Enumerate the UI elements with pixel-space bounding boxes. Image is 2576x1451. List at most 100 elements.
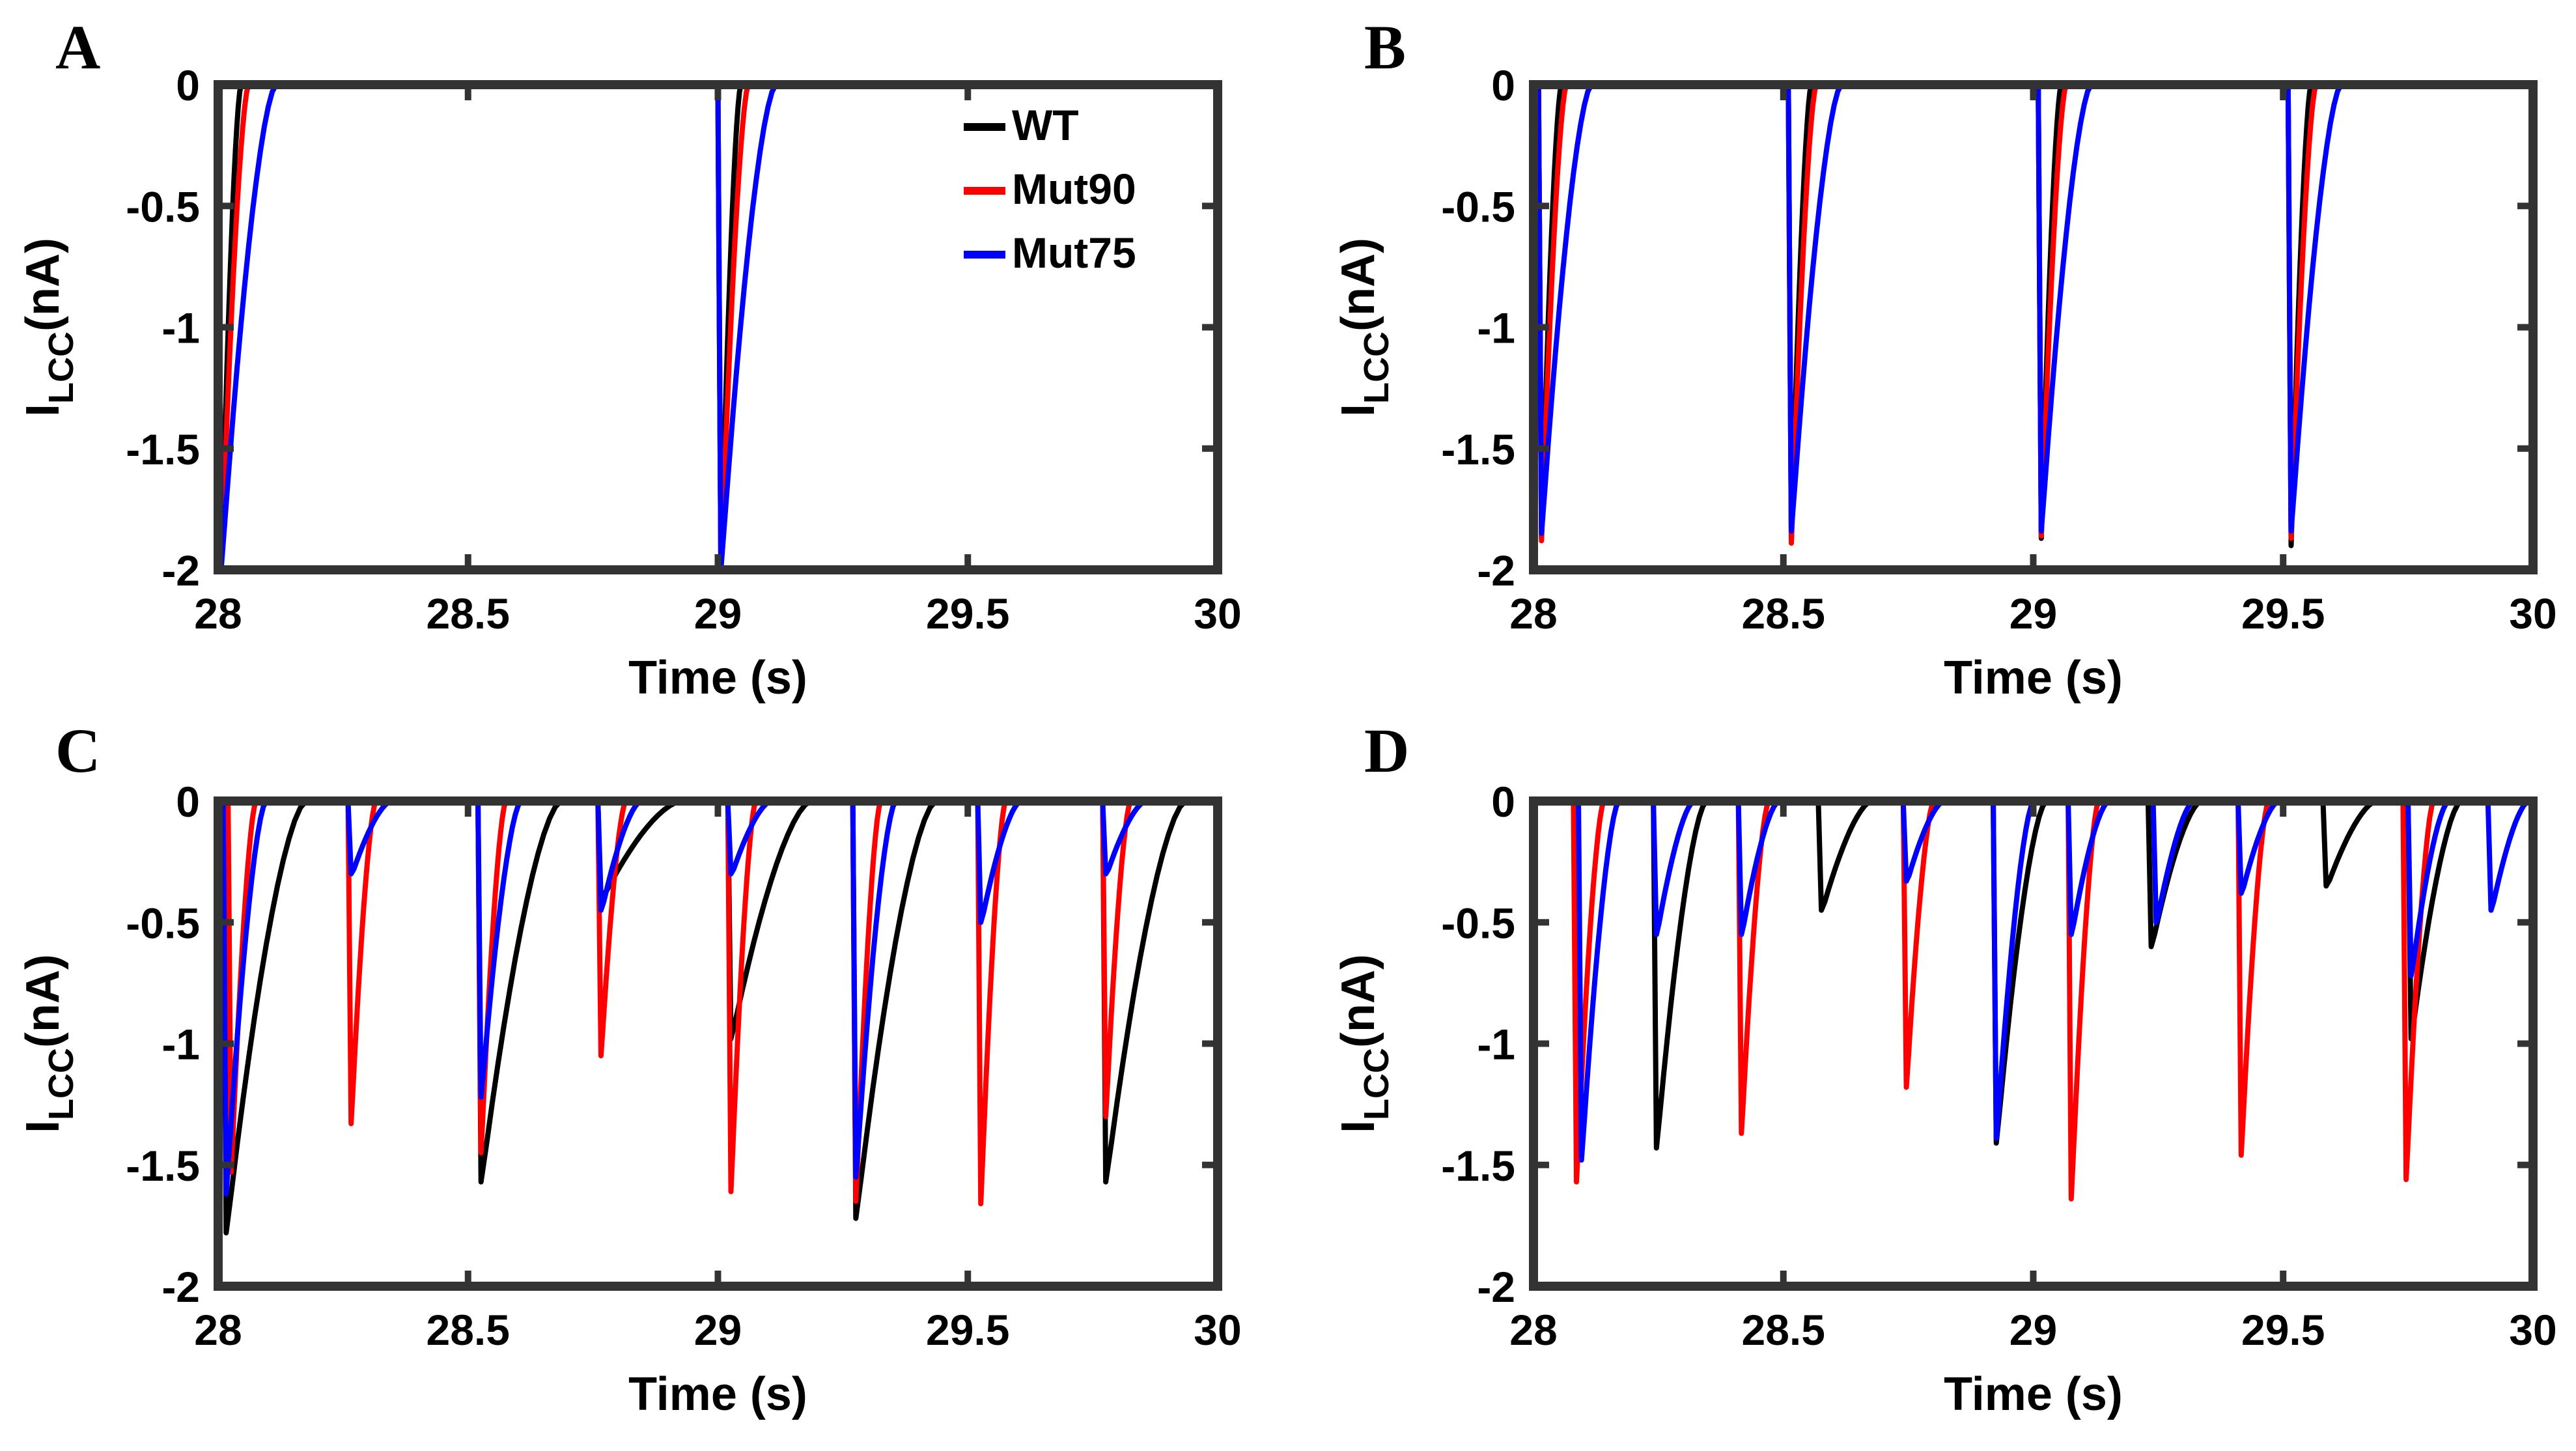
spike-mut75-0 xyxy=(1571,798,1634,1163)
spike-mut90-1 xyxy=(341,798,391,1127)
spike-mut90-3 xyxy=(2061,798,2114,1202)
plot-area xyxy=(1533,798,2533,1202)
x-tick-label: 28.5 xyxy=(1742,1306,1825,1354)
spike-wt-5 xyxy=(1095,798,1201,1185)
x-tick-label: 28.5 xyxy=(1742,589,1825,638)
y-tick-label: -1 xyxy=(1477,304,1515,352)
y-tick-label: -1.5 xyxy=(1441,425,1515,473)
x-tick-label: 30 xyxy=(1194,1306,1241,1354)
x-tick-label: 29 xyxy=(694,589,742,638)
spike-wt-0 xyxy=(1646,798,1722,1151)
y-tick-label: 0 xyxy=(1491,61,1515,109)
y-tick-label: -2 xyxy=(161,546,200,595)
spike-mut75-6 xyxy=(970,798,1036,925)
panel-letter-b: B xyxy=(1364,12,1406,82)
y-axis-label: ILCC(nA) xyxy=(17,954,81,1133)
spike-mut75-3 xyxy=(2281,82,2357,534)
spike-wt-3 xyxy=(721,798,826,1041)
y-tick-label: -1 xyxy=(161,1021,200,1069)
x-axis-label: Time (s) xyxy=(628,1368,807,1420)
spike-mut75-9 xyxy=(2481,798,2533,913)
spike-mut90-0 xyxy=(1566,798,1619,1185)
x-tick-label: 28.5 xyxy=(427,589,510,638)
panel-b: B 28 28.5 29 29.5 30 0 -0.5 -1 -1.5 -2 Time (s) ILCC… xyxy=(1332,12,2557,704)
x-tick-label: 29 xyxy=(694,1306,742,1354)
spike-mut75-8 xyxy=(2401,798,2464,979)
x-axis-label: Time (s) xyxy=(1944,652,2123,704)
x-tick-label: 28 xyxy=(1509,1306,1557,1354)
spike-wt-0 xyxy=(218,798,322,1235)
x-tick-label: 29.5 xyxy=(2241,589,2325,638)
y-tick-label: -2 xyxy=(161,1263,200,1311)
x-axis-label: Time (s) xyxy=(1944,1368,2123,1420)
spike-mut75-0 xyxy=(218,798,281,1197)
x-tick-label: 29.5 xyxy=(926,1306,1009,1354)
y-tick-label: -1 xyxy=(161,304,200,352)
spike-mut75-1 xyxy=(710,82,791,572)
x-tick-label: 28 xyxy=(194,1306,242,1354)
spike-mut90-6 xyxy=(970,798,1021,1207)
y-tick-label: -0.5 xyxy=(1441,899,1515,947)
spike-wt-1 xyxy=(471,798,576,1185)
spike-mut75-3 xyxy=(591,798,656,913)
axes-frame xyxy=(1529,80,2538,574)
spike-mut90-5 xyxy=(2396,798,2449,1183)
legend-label-mut90: Mut90 xyxy=(1012,165,1136,213)
y-tick-label: -1.5 xyxy=(1441,1142,1515,1190)
plot-area xyxy=(218,82,1218,572)
y-tick-label: 0 xyxy=(176,778,200,826)
spike-mut90-2 xyxy=(1896,798,1949,1090)
y-tick-label: -1.5 xyxy=(126,1142,200,1190)
spike-wt-3 xyxy=(2141,798,2217,950)
spike-wt-4 xyxy=(2316,798,2391,889)
spike-wt-4 xyxy=(846,798,951,1221)
panel-letter-d: D xyxy=(1364,716,1409,785)
y-tick-label: 0 xyxy=(1491,778,1515,826)
panel-c: C 28 28.5 29 29.5 30 0 -0.5 -1 -1.5 -2 Time (s) ILCC… xyxy=(17,716,1242,1420)
x-tick-label: 28.5 xyxy=(427,1306,510,1354)
panel-letter-a: A xyxy=(55,12,100,82)
y-tick-label: -0.5 xyxy=(1441,182,1515,231)
spike-mut90-7 xyxy=(1095,798,1146,1120)
x-axis-label: Time (s) xyxy=(628,652,807,704)
spike-mut75-0 xyxy=(218,82,292,572)
panel-a: A 28 28.5 29 29.5 30 0 -0.5 -1 -1.5 -2 Time (s) ILCC… xyxy=(17,12,1242,704)
x-tick-label: 29 xyxy=(2009,589,2057,638)
x-tick-label: 30 xyxy=(1194,589,1241,638)
panel-letter-c: C xyxy=(55,716,100,785)
y-tick-label: 0 xyxy=(176,61,200,109)
y-tick-label: -2 xyxy=(1477,546,1515,595)
legend-label-wt: WT xyxy=(1012,101,1079,149)
y-tick-label: -1 xyxy=(1477,1021,1515,1069)
y-tick-label: -0.5 xyxy=(126,182,200,231)
y-axis-label: ILCC(nA) xyxy=(1332,954,1396,1133)
x-tick-label: 30 xyxy=(2509,1306,2556,1354)
x-tick-label: 29 xyxy=(2009,1306,2057,1354)
spike-mut75-0 xyxy=(1533,82,1607,537)
plot-area xyxy=(1533,82,2533,548)
x-tick-label: 28 xyxy=(1509,589,1557,638)
spike-mut75-4 xyxy=(1986,798,2049,1141)
spike-mut90-0 xyxy=(221,798,272,1175)
axes-frame xyxy=(1529,796,2538,1291)
legend: WT Mut90 Mut75 xyxy=(964,101,1136,277)
x-tick-label: 30 xyxy=(2509,589,2556,638)
spike-mut75-6 xyxy=(2146,798,2209,925)
spike-mut75-1 xyxy=(1781,82,1856,534)
spike-mut90-4 xyxy=(721,798,771,1194)
x-tick-label: 29.5 xyxy=(926,589,1009,638)
x-tick-label: 29.5 xyxy=(2241,1306,2325,1354)
spike-mut90-1 xyxy=(1731,798,1784,1136)
y-tick-label: -1.5 xyxy=(126,425,200,473)
y-axis-label: ILCC(nA) xyxy=(17,238,81,417)
y-tick-label: -0.5 xyxy=(126,899,200,947)
spike-wt-1 xyxy=(1811,798,1886,913)
spike-mut75-2 xyxy=(2031,82,2107,534)
spike-mut75-2 xyxy=(1731,798,1794,937)
spike-mut90-3 xyxy=(591,798,641,1059)
spike-mut75-1 xyxy=(1646,798,1709,937)
spike-mut75-5 xyxy=(2061,798,2124,937)
legend-label-mut75: Mut75 xyxy=(1012,229,1136,277)
y-tick-label: -2 xyxy=(1477,1263,1515,1311)
